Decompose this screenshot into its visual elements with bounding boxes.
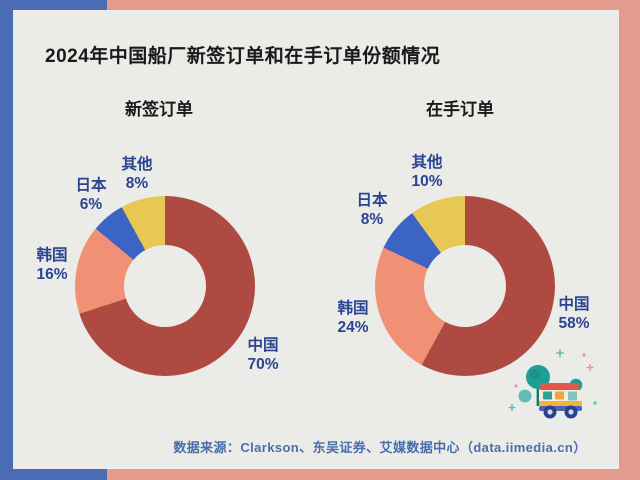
slice-label-china: 中国 58% xyxy=(534,295,614,333)
donut-chart-new-orders xyxy=(75,196,255,376)
slice-label-others: 其他 10% xyxy=(387,153,467,191)
slice-label-value: 8% xyxy=(360,211,384,228)
donut-chart-orders-on-hand xyxy=(375,196,555,376)
slice-label-name: 中国 xyxy=(558,296,590,313)
sparkle-icon xyxy=(508,349,597,411)
slice-label-value: 8% xyxy=(125,175,149,192)
chart-title-new-orders: 新签订单 xyxy=(125,100,193,119)
slice-label-china: 中国 70% xyxy=(223,336,303,374)
slice-label-value: 6% xyxy=(79,196,103,213)
slice-label-value: 24% xyxy=(337,319,369,336)
slice-label-korea: 韩国 16% xyxy=(12,246,92,284)
slice-label-name: 韩国 xyxy=(36,247,68,264)
slice-label-korea: 韩国 24% xyxy=(313,299,393,337)
truck-icon xyxy=(539,383,582,419)
donut-hole xyxy=(424,245,506,327)
slice-label-value: 16% xyxy=(36,266,68,283)
slice-label-name: 日本 xyxy=(75,177,107,194)
slice-label-name: 中国 xyxy=(247,337,279,354)
truck-and-trees-illustration xyxy=(508,349,597,419)
slice-label-value: 70% xyxy=(247,356,279,373)
chart-title-orders-on-hand: 在手订单 xyxy=(426,100,494,119)
slice-label-name: 韩国 xyxy=(337,300,369,317)
data-source: 数据来源：Clarkson、东吴证券、艾媒数据中心（data.iimedia.c… xyxy=(173,440,587,455)
slice-label-name: 其他 xyxy=(411,154,443,171)
donut-hole xyxy=(124,245,206,327)
slice-label-others: 其他 8% xyxy=(97,155,177,193)
slice-label-japan: 日本 6% xyxy=(51,176,131,214)
slice-label-japan: 日本 8% xyxy=(332,191,412,229)
slice-label-name: 日本 xyxy=(356,192,388,209)
slice-label-name: 其他 xyxy=(121,156,153,173)
slice-label-value: 10% xyxy=(411,173,443,190)
slice-label-value: 58% xyxy=(558,315,590,332)
page-title: 2024年中国船厂新签订单和在手订单份额情况 xyxy=(45,46,441,67)
